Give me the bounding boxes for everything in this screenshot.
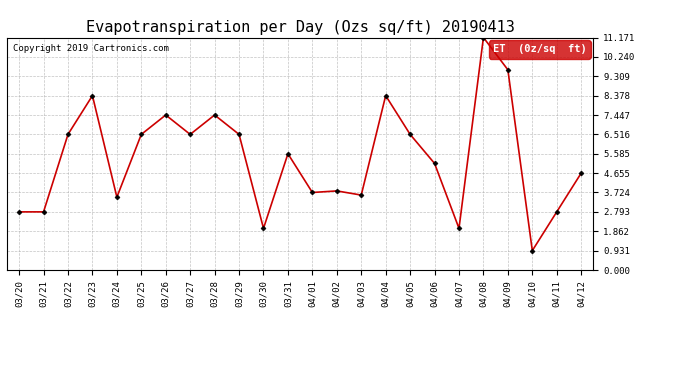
Legend: ET  (0z/sq  ft): ET (0z/sq ft) <box>489 40 591 58</box>
Text: Copyright 2019 Cartronics.com: Copyright 2019 Cartronics.com <box>13 45 168 54</box>
Title: Evapotranspiration per Day (Ozs sq/ft) 20190413: Evapotranspiration per Day (Ozs sq/ft) 2… <box>86 20 515 35</box>
